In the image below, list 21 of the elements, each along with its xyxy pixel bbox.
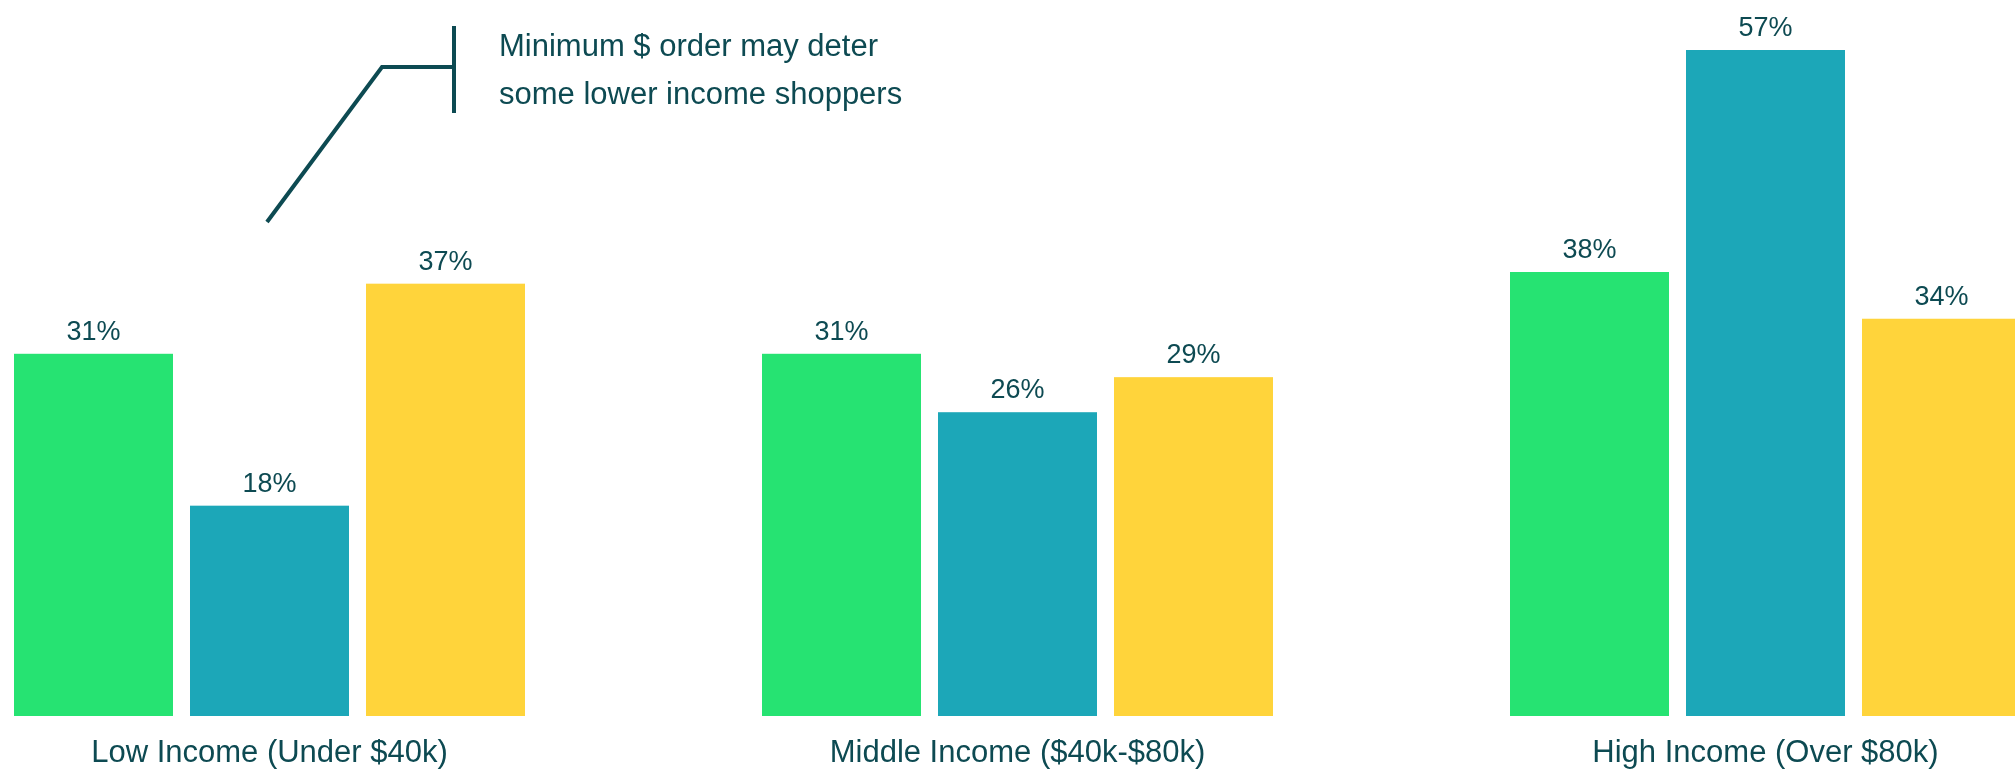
data-label: 31% <box>814 315 869 346</box>
annotation: Minimum $ order may deter some lower income shoppers <box>499 28 903 111</box>
bar <box>1686 50 1845 716</box>
x-tick-label: Low Income (Under $40k) <box>91 734 448 769</box>
bar <box>762 353 921 716</box>
bar <box>1510 272 1669 716</box>
bar <box>366 283 525 716</box>
bar <box>1114 377 1273 716</box>
data-label: 38% <box>1562 234 1617 264</box>
data-label: 37% <box>418 245 473 276</box>
x-tick-label: Middle Income ($40k-$80k) <box>829 734 1206 769</box>
bar <box>14 353 173 716</box>
data-label: 57% <box>1738 12 1793 42</box>
x-tick-label: High Income (Over $80k) <box>1592 734 1939 769</box>
data-label: 31% <box>66 315 121 346</box>
data-label: 26% <box>990 374 1045 405</box>
bar <box>938 412 1097 716</box>
data-label: 18% <box>242 467 297 498</box>
data-label: 34% <box>1914 280 1969 311</box>
bar <box>190 505 349 716</box>
data-label: 29% <box>1166 339 1221 370</box>
